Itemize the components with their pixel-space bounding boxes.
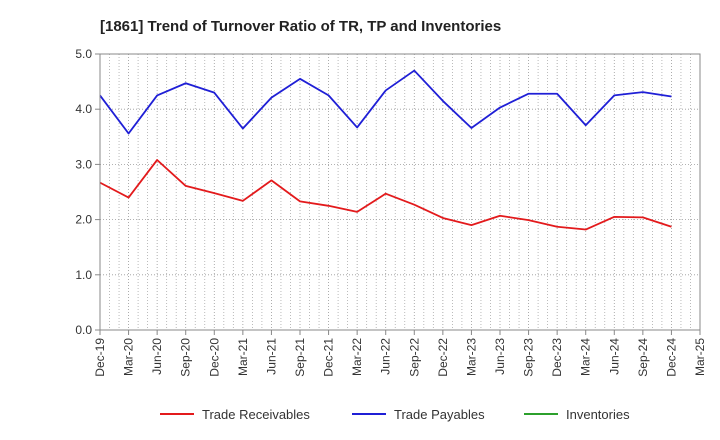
x-tick-label: Mar-22: [350, 338, 364, 376]
series-layer: [99, 69, 672, 231]
legend-label-inventories: Inventories: [566, 407, 630, 422]
y-tick-label: 3.0: [75, 157, 92, 171]
x-tick-label: Jun-20: [150, 338, 164, 375]
minor-gridlines: [109, 54, 691, 330]
y-tick-label: 4.0: [75, 102, 92, 116]
legend: Trade Receivables Trade Payables Inventori…: [160, 407, 630, 422]
legend-label-trade-receivables: Trade Receivables: [202, 407, 310, 422]
y-axis-ticks: 0.0 1.0 2.0 3.0 4.0 5.0: [75, 47, 100, 337]
x-axis-ticks: Dec-19 Mar-20 Jun-20 Sep-20 Dec-20 Mar-21 Jun-…: [93, 330, 707, 377]
x-tick-label: Dec-24: [664, 338, 678, 377]
x-tick-label: Dec-20: [207, 338, 221, 377]
x-tick-label: Sep-22: [407, 338, 421, 377]
legend-label-trade-payables: Trade Payables: [394, 407, 485, 422]
x-tick-label: Mar-21: [236, 338, 250, 376]
x-tick-label: Dec-19: [93, 338, 107, 377]
x-tick-label: Sep-21: [293, 338, 307, 377]
y-tick-label: 2.0: [75, 213, 92, 227]
x-tick-label: Sep-20: [179, 338, 193, 377]
x-tick-label: Mar-23: [464, 338, 478, 376]
y-tick-label: 1.0: [75, 268, 92, 282]
major-gridlines: [100, 54, 700, 330]
x-tick-label: Dec-21: [322, 338, 336, 377]
x-tick-label: Jun-24: [607, 338, 621, 375]
x-tick-label: Jun-21: [264, 338, 278, 375]
x-tick-label: Dec-22: [436, 338, 450, 377]
chart-title: [1861] Trend of Turnover Ratio of TR, TP…: [100, 18, 501, 35]
x-tick-label: Jun-23: [493, 338, 507, 375]
x-tick-label: Mar-24: [579, 338, 593, 376]
x-tick-label: Sep-24: [636, 338, 650, 377]
x-tick-label: Mar-20: [122, 338, 136, 376]
series-line-trade-receivables: [99, 159, 672, 231]
y-tick-label: 5.0: [75, 47, 92, 61]
series-line-trade-payables: [99, 69, 672, 135]
x-tick-label: Jun-22: [379, 338, 393, 375]
x-tick-label: Mar-25: [693, 338, 707, 376]
y-tick-label: 0.0: [75, 323, 92, 337]
plot-frame: [99, 53, 701, 331]
x-tick-label: Sep-23: [522, 338, 536, 377]
x-tick-label: Dec-23: [550, 338, 564, 377]
